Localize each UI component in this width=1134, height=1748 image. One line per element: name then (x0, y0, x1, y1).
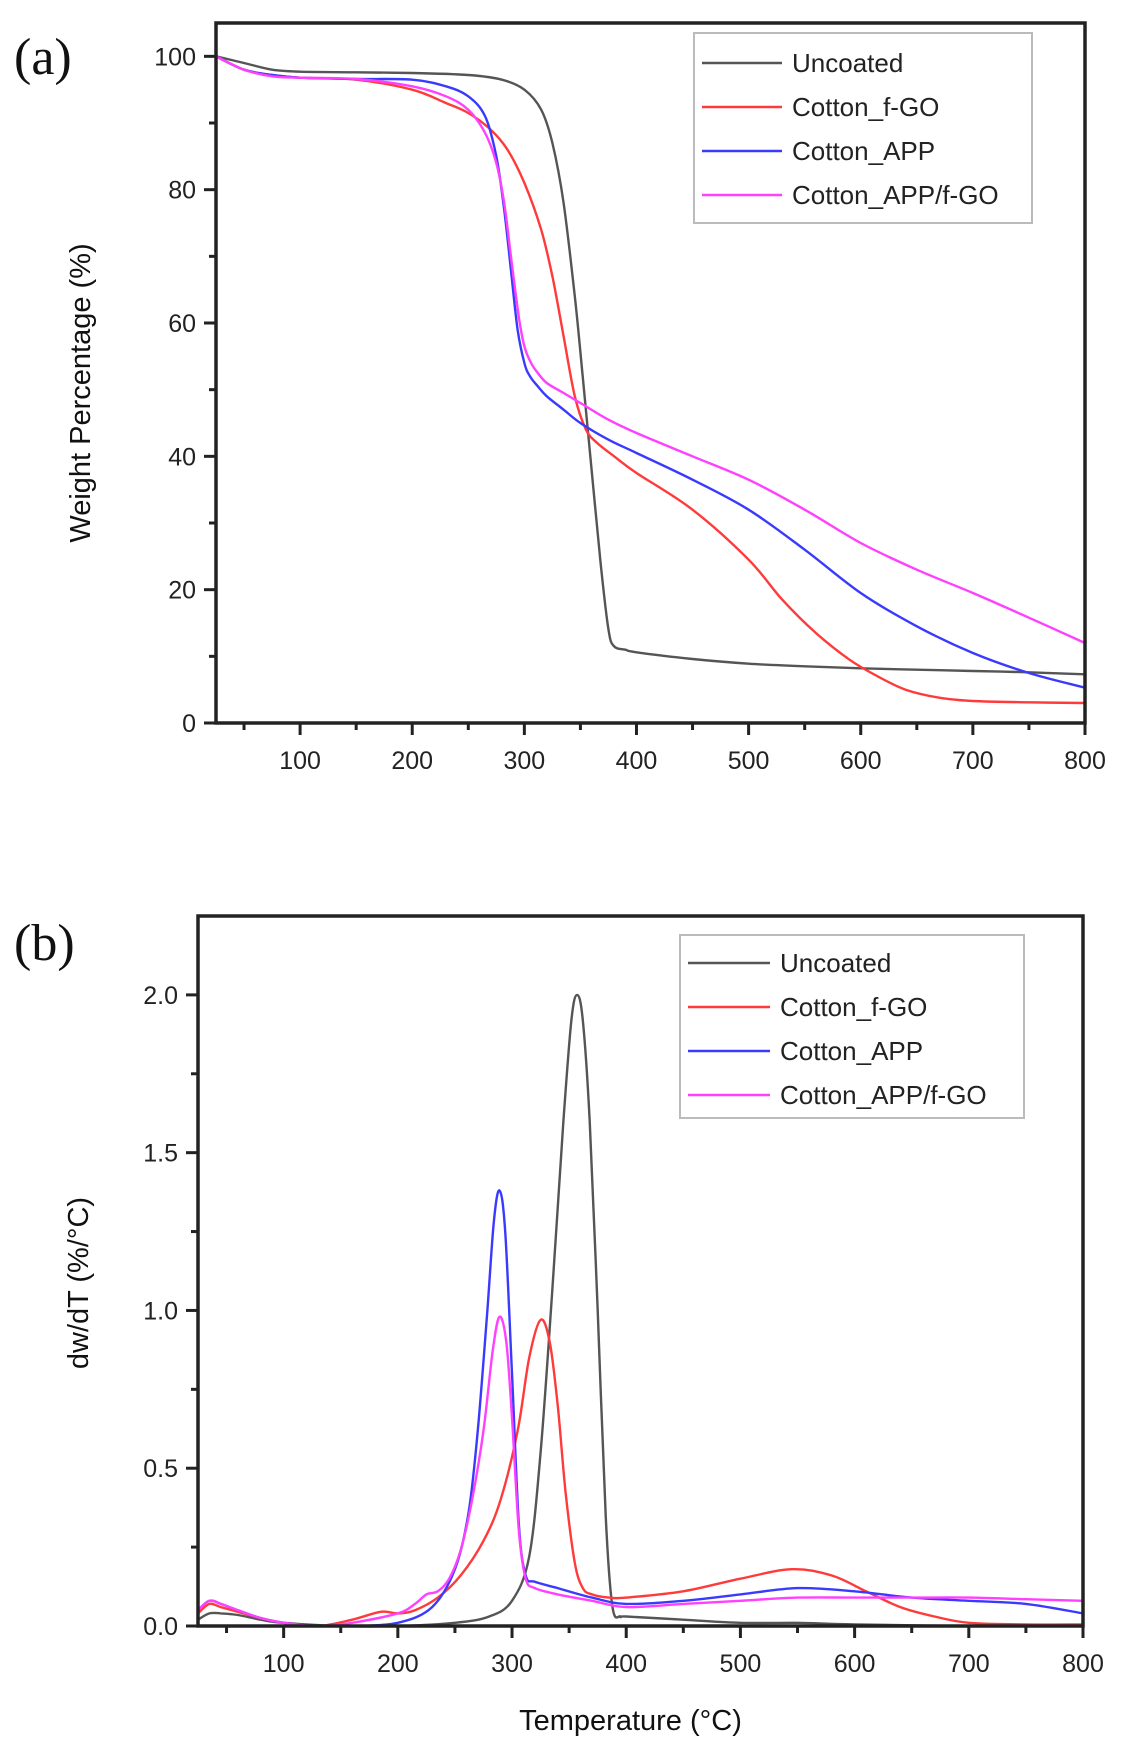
series-line-cotton-app-f-go (214, 55, 1087, 645)
y-tick-label: 0.5 (143, 1455, 178, 1483)
y-tick-label: 80 (168, 177, 196, 205)
x-tick-label: 200 (391, 747, 433, 775)
panel-a: (a) 100 200 300 400 500 600 700 800020406080100… (14, 21, 1106, 775)
x-tick-label: 400 (616, 747, 658, 775)
panel-b-legend: Uncoated Cotton_f-GO Cotton_APP Cotton_APP/… (679, 934, 1025, 1119)
y-tick-label: 0.0 (143, 1613, 178, 1641)
legend-label: Cotton_APP (780, 1036, 923, 1066)
legend-label: Cotton_f-GO (792, 92, 939, 122)
legend-label: Cotton_f-GO (780, 992, 927, 1022)
x-tick-label: 500 (720, 1650, 762, 1678)
x-tick-label: 200 (377, 1650, 419, 1678)
legend-label: Cotton_APP/f-GO (780, 1080, 987, 1110)
y-tick-label: 1.5 (143, 1140, 178, 1168)
panel-b-y-axis-title: dw/dT (%/°C) (63, 1197, 95, 1369)
legend-label: Uncoated (792, 48, 903, 78)
panel-b: (b) 100 200 300 400 500 600 700 800 0.0 0.5 1.0 1.5… (14, 914, 1104, 1737)
panel-a-frame (214, 21, 1087, 725)
panel-b-frame (196, 914, 1085, 1628)
series-line-cotton-app (214, 55, 1087, 689)
y-tick-label: 1.0 (143, 1297, 178, 1325)
x-tick-label: 700 (952, 747, 994, 775)
panel-a-legend: Uncoated Cotton_f-GO Cotton_APP Cotton_APP/… (693, 32, 1033, 224)
x-tick-label: 300 (491, 1650, 533, 1678)
y-tick-label: 20 (168, 577, 196, 605)
x-tick-label: 800 (1064, 747, 1106, 775)
legend-label: Uncoated (780, 948, 891, 978)
x-tick-label: 100 (279, 747, 321, 775)
y-tick-label: 40 (168, 443, 196, 471)
x-tick-label: 300 (503, 747, 545, 775)
x-tick-label: 700 (948, 1650, 990, 1678)
x-tick-label: 600 (834, 1650, 876, 1678)
legend-box (679, 934, 1025, 1119)
panel-a-ticks: 100 200 300 400 500 600 700 800 0 20 40 60 80 100 (154, 43, 1106, 775)
series-line-uncoated (214, 55, 1087, 676)
legend-label: Cotton_APP (792, 136, 935, 166)
series-line-cotton-app-f-go (196, 1315, 1085, 1628)
y-tick-label: 2.0 (143, 982, 178, 1010)
panel-b-label: (b) (14, 915, 75, 972)
series-line-cotton-app (196, 1189, 1085, 1628)
x-tick-label: 100 (263, 1650, 305, 1678)
series-line-cotton-f-go (214, 55, 1087, 705)
x-tick-label: 400 (605, 1650, 647, 1678)
legend-box (693, 32, 1033, 224)
panel-a-series (214, 55, 1087, 705)
series-line-cotton-f-go (196, 1318, 1085, 1628)
y-tick-label: 100 (154, 43, 196, 71)
y-tick-label: 60 (168, 310, 196, 338)
x-tick-label: 600 (840, 747, 882, 775)
x-tick-label: 500 (728, 747, 770, 775)
panel-b-ticks: 100 200 300 400 500 600 700 800 0.0 0.5 1.0 1.5 2.0 (143, 982, 1104, 1678)
legend-label: Cotton_APP/f-GO (792, 180, 999, 210)
panel-a-y-axis-title: Weight Percentage (%) (65, 243, 97, 542)
panel-b-x-axis-title: Temperature (°C) (519, 1705, 742, 1737)
panel-a-label: (a) (14, 29, 72, 86)
x-tick-label: 800 (1062, 1650, 1104, 1678)
y-tick-label: 0 (182, 710, 196, 738)
